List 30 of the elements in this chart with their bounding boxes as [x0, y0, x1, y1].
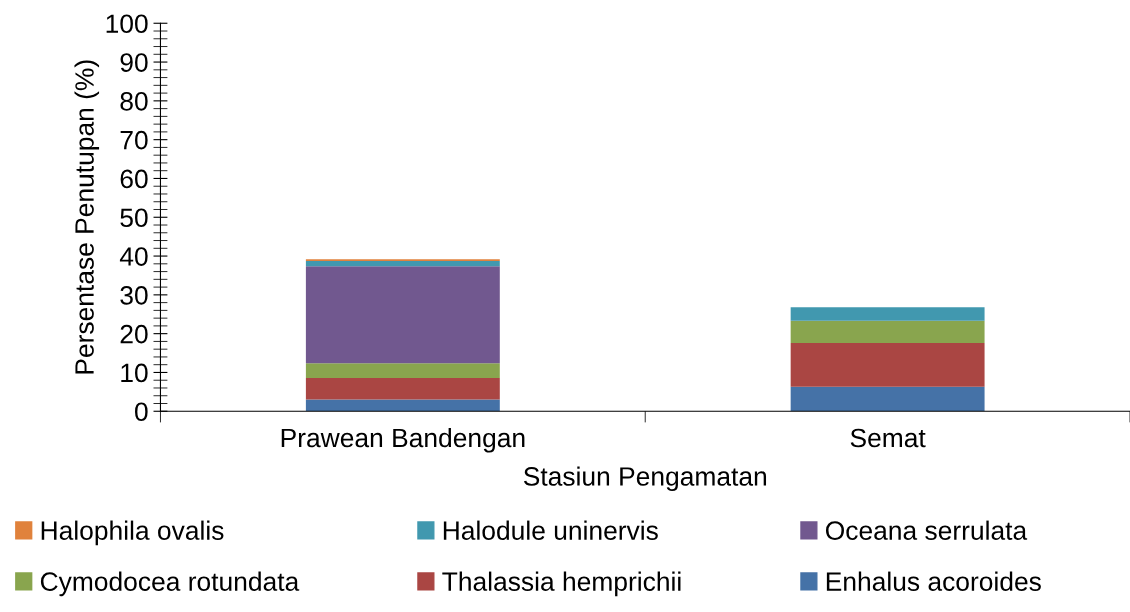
legend-label: Thalassia hemprichii	[442, 571, 681, 597]
y-tick-label: 100	[106, 14, 148, 34]
bar	[790, 320, 985, 343]
bar	[790, 342, 985, 387]
y-tick-label: 90	[120, 53, 148, 72]
y-tick-label: 30	[120, 286, 148, 305]
legend-label: Cymodocea rotundata	[40, 571, 300, 597]
bar	[305, 377, 500, 400]
y-tick-label: 0	[135, 402, 148, 422]
legend-label: Halodule uninervis	[443, 520, 658, 540]
y-tick-label: 60	[120, 169, 148, 189]
y-tick-label: 20	[120, 324, 148, 344]
x-tick-label: Semat	[850, 428, 926, 448]
bar	[305, 399, 500, 412]
y-tick-label: 40	[119, 247, 148, 266]
x-axis-title: Stasiun Pengamatan	[523, 466, 767, 492]
legend-label: Enhalus acoroides	[826, 571, 1041, 591]
bar	[305, 363, 500, 378]
y-tick-label: 80	[120, 91, 148, 111]
y-tick-label: 10	[121, 363, 148, 383]
bar	[790, 386, 985, 412]
y-tick-label: 70	[120, 130, 148, 150]
x-tick-label: Prawean Bandengan	[281, 427, 525, 453]
legend-label: Halophila ovalis	[41, 520, 224, 546]
bar	[305, 266, 500, 364]
legend-label: Oceana serrulata	[825, 520, 1028, 540]
bar	[790, 307, 985, 321]
bar	[305, 261, 500, 267]
y-tick-label: 50	[120, 208, 148, 228]
y-axis-title: Persentase Penutupan (%)	[74, 60, 100, 374]
